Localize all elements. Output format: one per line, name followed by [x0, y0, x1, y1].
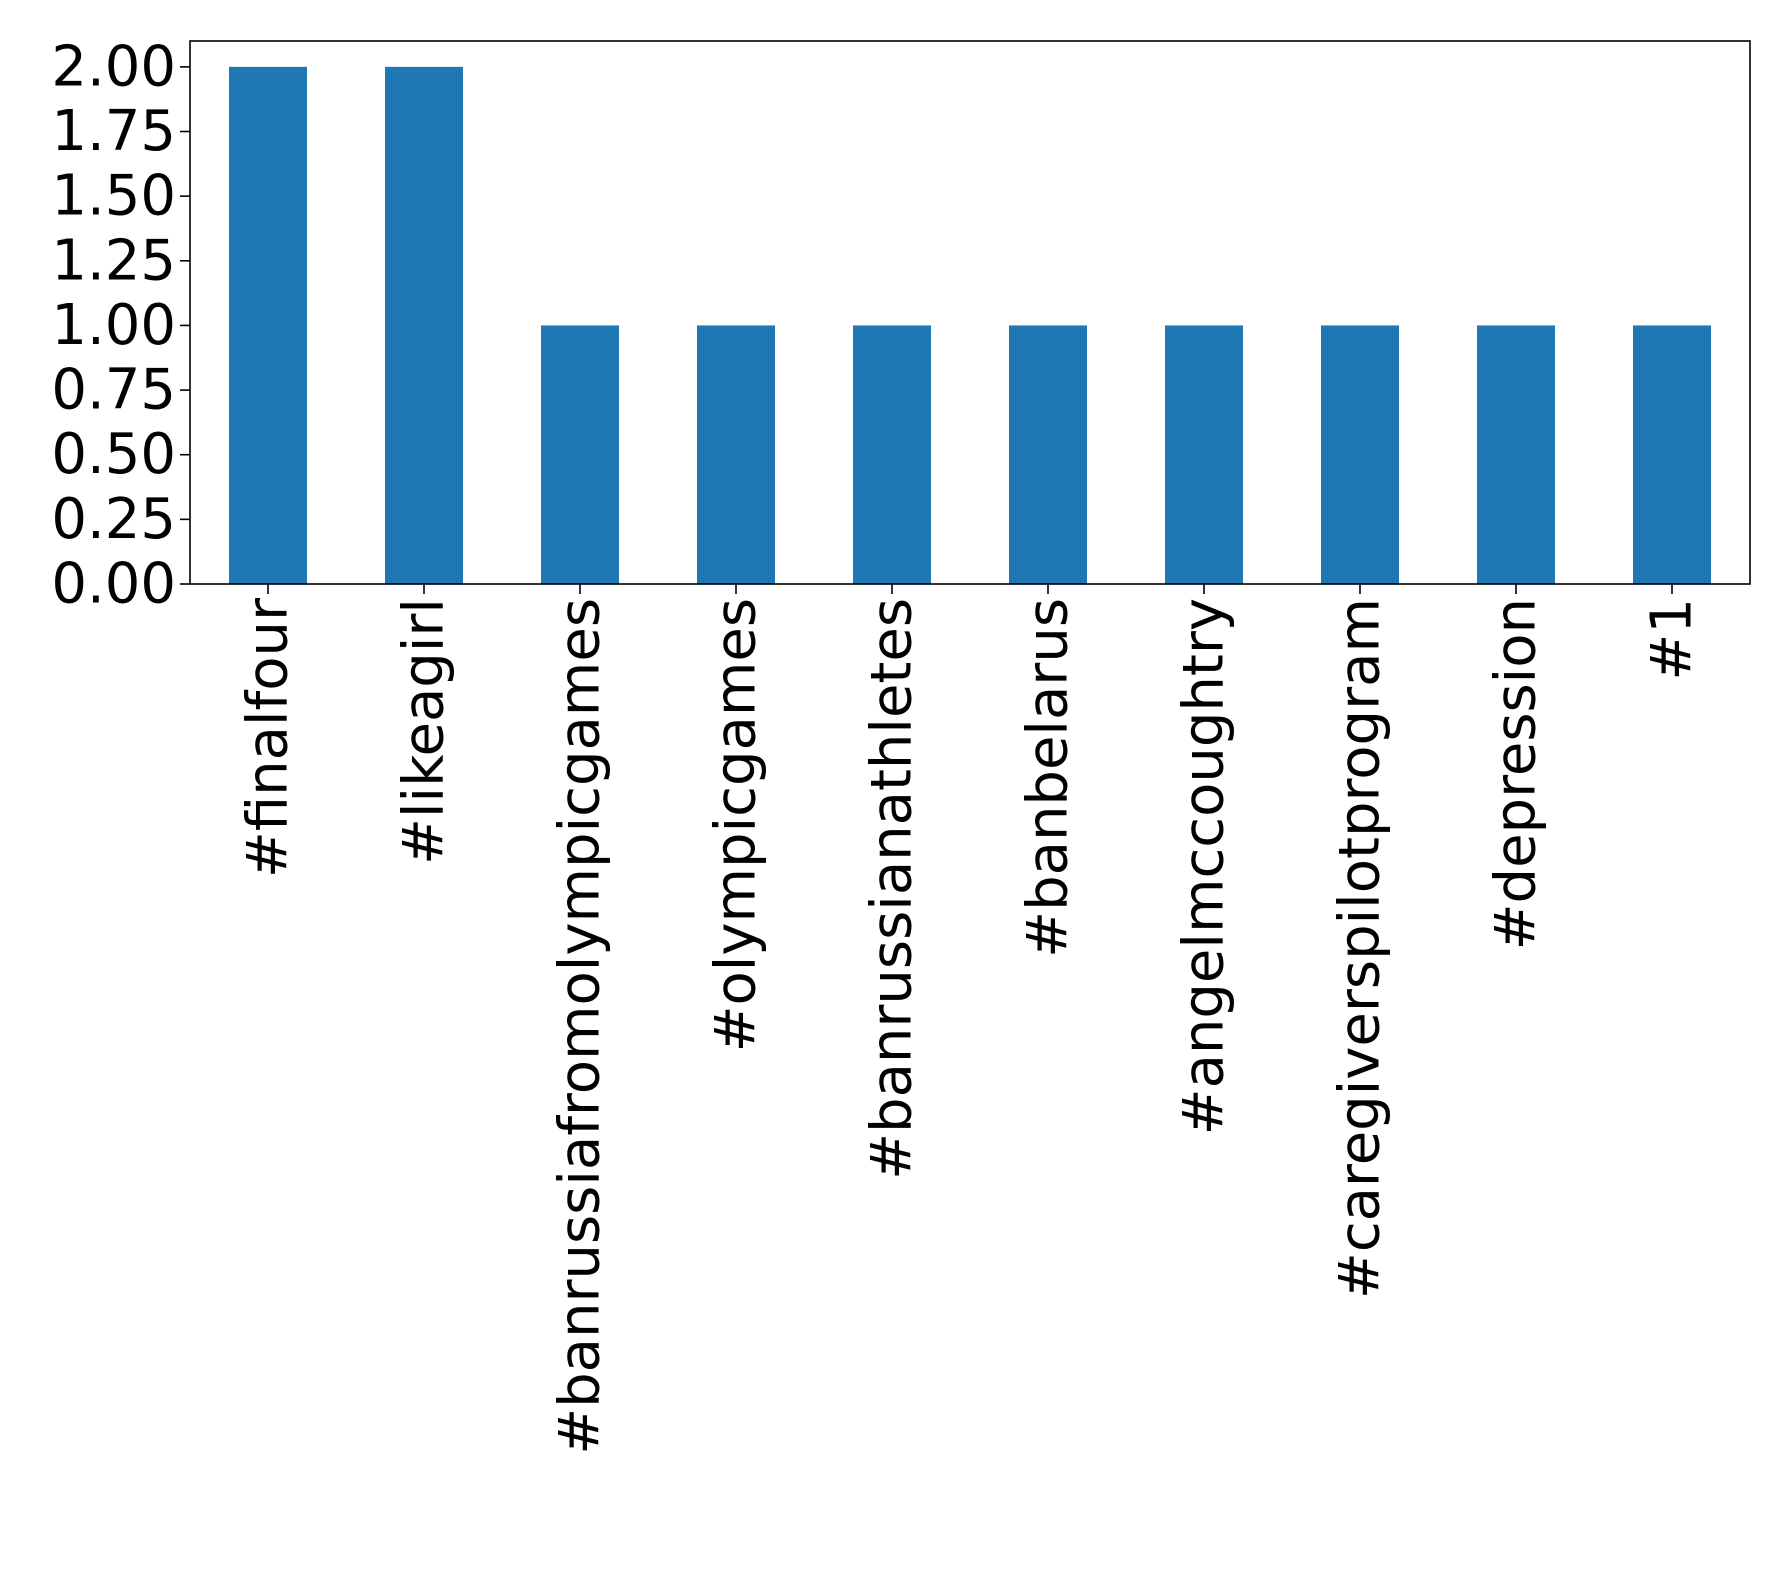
x-tick-label-8: #depression — [1484, 598, 1549, 950]
bar-4 — [853, 325, 931, 584]
x-axis: #finalfour #likeagirl #banrussiafromolympi… — [236, 584, 1705, 1455]
bar-7 — [1321, 325, 1399, 584]
x-tick-label-7: #caregiverspilotprogram — [1328, 598, 1393, 1299]
bar-5 — [1009, 325, 1087, 584]
bar-6 — [1165, 325, 1243, 584]
bars-group — [229, 67, 1711, 584]
x-tick-label-4: #banrussianathletes — [860, 598, 925, 1180]
x-tick-label-2: #banrussiafromolympicgames — [548, 598, 613, 1455]
y-tick-label-8: 2.00 — [51, 34, 176, 99]
bar-2 — [541, 325, 619, 584]
bar-1 — [385, 67, 463, 584]
y-axis: 0.000.250.500.751.001.251.501.752.00 — [51, 34, 190, 616]
x-tick-label-3: #olympicgames — [704, 598, 769, 1052]
x-tick-label-6: #angelmccoughtry — [1172, 598, 1237, 1135]
bar-0 — [229, 67, 307, 584]
y-tick-label-1: 0.25 — [51, 487, 176, 552]
y-tick-label-3: 0.75 — [51, 358, 176, 423]
y-tick-label-2: 0.50 — [51, 422, 176, 487]
y-tick-label-4: 1.00 — [51, 293, 176, 358]
x-tick-label-1: #likeagirl — [392, 598, 457, 865]
bar-3 — [697, 325, 775, 584]
bar-8 — [1477, 325, 1555, 584]
x-tick-label-0: #finalfour — [236, 597, 301, 878]
bar-9 — [1633, 325, 1711, 584]
y-tick-label-0: 0.00 — [51, 552, 176, 617]
y-tick-label-6: 1.50 — [51, 164, 176, 229]
x-tick-label-9: #1 — [1640, 598, 1705, 681]
y-tick-label-7: 1.75 — [51, 99, 176, 164]
y-tick-label-5: 1.25 — [51, 228, 176, 293]
x-tick-label-5: #banbelarus — [1016, 598, 1081, 958]
